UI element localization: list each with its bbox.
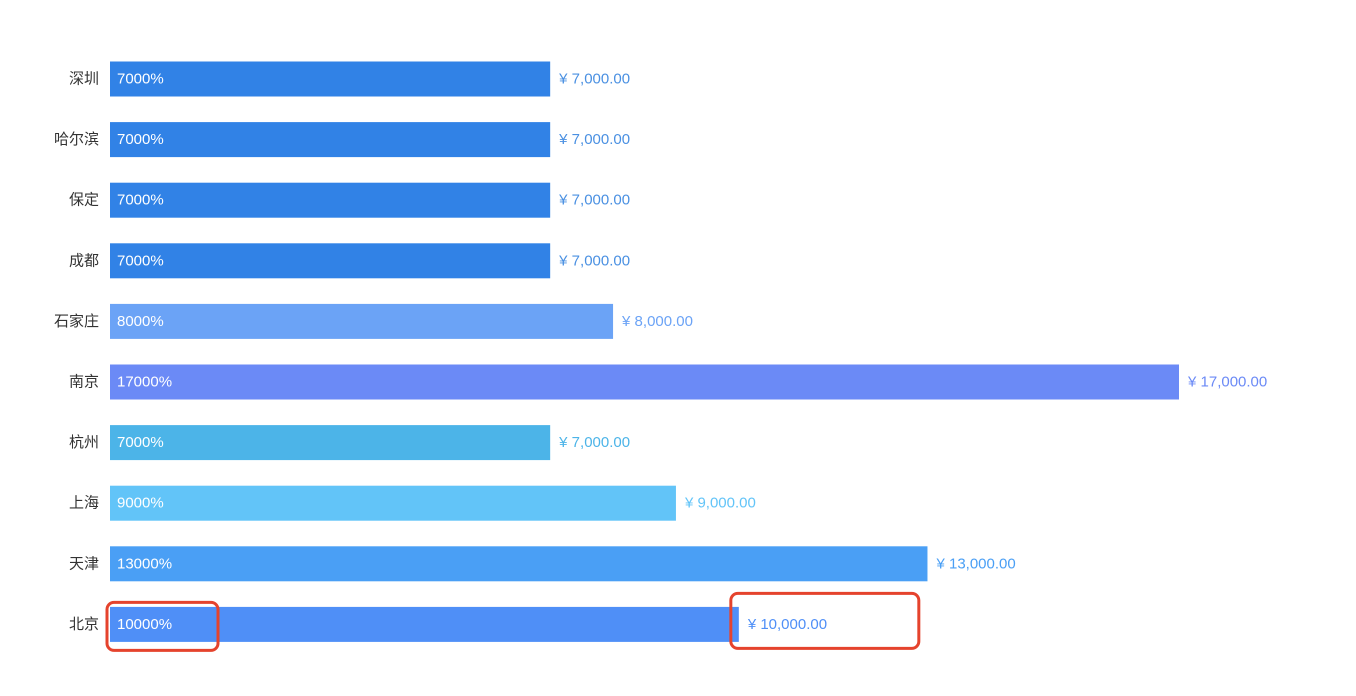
bar-label: 7000% bbox=[117, 434, 164, 451]
category-label: 哈尔滨 bbox=[54, 131, 99, 148]
bar-label: 9000% bbox=[117, 495, 164, 512]
category-label: 北京 bbox=[69, 616, 99, 633]
bar bbox=[110, 606, 739, 642]
highlight-box-value-label bbox=[729, 591, 921, 650]
bar-label: 7000% bbox=[117, 192, 164, 209]
value-label: ¥ 7,000.00 bbox=[558, 252, 630, 269]
bar bbox=[110, 303, 614, 339]
highlight-box-bar-label bbox=[105, 600, 220, 652]
category-label: 上海 bbox=[69, 495, 99, 512]
value-label: ¥ 7,000.00 bbox=[558, 434, 630, 451]
value-label: ¥ 8,000.00 bbox=[621, 313, 693, 330]
bar-label: 10000% bbox=[117, 616, 172, 633]
bar bbox=[110, 243, 551, 279]
value-label: ¥ 10,000.00 bbox=[747, 616, 827, 633]
bar bbox=[110, 546, 928, 582]
value-label: ¥ 9,000.00 bbox=[684, 495, 756, 512]
value-label: ¥ 7,000.00 bbox=[558, 192, 630, 209]
value-label: ¥ 7,000.00 bbox=[558, 131, 630, 148]
bar-label: 13000% bbox=[117, 555, 172, 572]
category-label: 保定 bbox=[69, 192, 99, 209]
bar bbox=[110, 425, 551, 461]
category-label: 深圳 bbox=[69, 71, 99, 88]
bar bbox=[110, 485, 676, 521]
category-label: 杭州 bbox=[69, 434, 99, 451]
bar bbox=[110, 122, 551, 158]
bar-label: 7000% bbox=[117, 71, 164, 88]
category-label: 南京 bbox=[69, 374, 99, 391]
bar bbox=[110, 182, 551, 218]
bar-label: 7000% bbox=[117, 131, 164, 148]
category-label: 天津 bbox=[69, 555, 99, 572]
value-label: ¥ 7,000.00 bbox=[558, 71, 630, 88]
bar bbox=[110, 364, 1179, 400]
value-label: ¥ 17,000.00 bbox=[1187, 374, 1267, 391]
value-label: ¥ 13,000.00 bbox=[935, 555, 1015, 572]
category-label: 石家庄 bbox=[54, 312, 99, 330]
bar-label: 17000% bbox=[117, 374, 172, 391]
bar-label: 7000% bbox=[117, 252, 164, 269]
category-label: 成都 bbox=[69, 252, 99, 269]
bar bbox=[110, 61, 551, 97]
bar-label: 8000% bbox=[117, 313, 164, 330]
